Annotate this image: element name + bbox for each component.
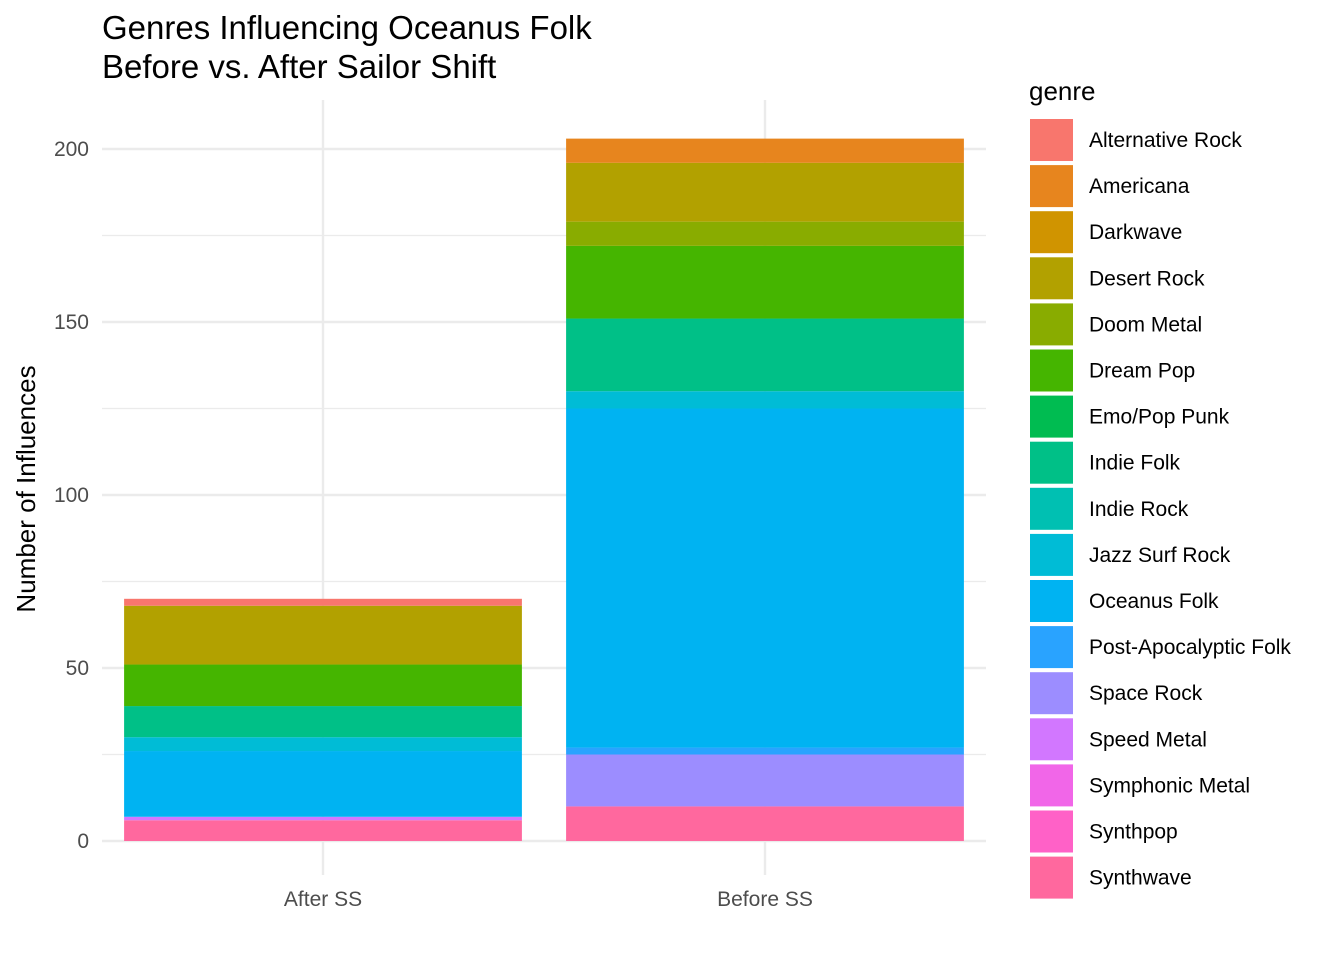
bar-segment xyxy=(566,754,964,807)
legend-key xyxy=(1030,165,1073,208)
legend-key xyxy=(1030,764,1073,807)
bar-segment xyxy=(124,706,522,738)
bar-segment xyxy=(566,245,964,319)
bar-segment xyxy=(566,806,964,841)
y-tick-label: 200 xyxy=(54,138,89,161)
legend-key xyxy=(1030,487,1073,530)
legend-label: Emo/Pop Punk xyxy=(1089,406,1230,429)
y-axis-title: Number of Influences xyxy=(11,365,41,612)
x-tick-label: Before SS xyxy=(717,888,813,911)
legend-label: Synthpop xyxy=(1089,821,1178,844)
legend-label: Synthwave xyxy=(1089,867,1192,890)
chart-title-line-2: Before vs. After Sailor Shift xyxy=(102,48,496,85)
bar-segment xyxy=(124,816,522,821)
legend-key xyxy=(1030,349,1073,392)
legend-label: Indie Folk xyxy=(1089,452,1181,475)
bars xyxy=(124,138,964,841)
legend-label: Doom Metal xyxy=(1089,313,1202,336)
y-axis-ticks: 0 50 100 150 200 xyxy=(54,138,89,853)
legend-key xyxy=(1030,257,1073,300)
y-tick-label: 150 xyxy=(54,311,89,334)
x-tick-label: After SS xyxy=(284,888,362,911)
legend-label: Speed Metal xyxy=(1089,728,1207,751)
legend-label: Post-Apocalyptic Folk xyxy=(1089,636,1291,659)
y-tick-label: 100 xyxy=(54,484,89,507)
x-axis-ticks: After SS Before SS xyxy=(284,888,813,911)
legend-key xyxy=(1030,211,1073,254)
legend-label: Indie Rock xyxy=(1089,498,1189,521)
bar-segment xyxy=(566,391,964,409)
legend-key xyxy=(1030,533,1073,576)
legend-label: Desert Rock xyxy=(1089,267,1205,290)
legend-key xyxy=(1030,718,1073,761)
legend-label: Darkwave xyxy=(1089,221,1182,244)
legend-key xyxy=(1030,856,1073,899)
legend: genre Alternative Rock Americana Darkwave D… xyxy=(1029,76,1291,899)
legend-key xyxy=(1030,303,1073,346)
chart-title-line-1: Genres Influencing Oceanus Folk xyxy=(102,9,592,46)
legend-key xyxy=(1030,119,1073,161)
bar-segment xyxy=(124,605,522,665)
y-tick-label: 0 xyxy=(77,830,89,853)
legend-key xyxy=(1030,580,1073,622)
legend-label: Symphonic Metal xyxy=(1089,774,1250,797)
legend-key xyxy=(1030,626,1073,669)
legend-label: Jazz Surf Rock xyxy=(1089,544,1231,567)
bar-segment xyxy=(566,221,964,246)
bar-segment xyxy=(566,408,964,748)
y-tick-label: 50 xyxy=(66,657,89,680)
bar-segment xyxy=(124,598,522,606)
bar-segment xyxy=(566,318,964,392)
bar-segment xyxy=(124,751,522,817)
bar-segment xyxy=(566,747,964,755)
legend-label: Alternative Rock xyxy=(1089,129,1242,152)
bar-segment xyxy=(124,820,522,841)
legend-label: Dream Pop xyxy=(1089,360,1195,383)
legend-label: Space Rock xyxy=(1089,682,1203,705)
legend-label: Americana xyxy=(1089,175,1190,198)
bar-segment xyxy=(566,162,964,222)
bar-segment xyxy=(566,138,964,163)
legend-key xyxy=(1030,395,1073,438)
legend-key xyxy=(1030,441,1073,484)
legend-key xyxy=(1030,810,1073,853)
bar-segment xyxy=(124,737,522,752)
legend-title: genre xyxy=(1029,76,1096,106)
bar-segment xyxy=(124,664,522,707)
legend-key xyxy=(1030,672,1073,715)
legend-label: Oceanus Folk xyxy=(1089,590,1219,613)
